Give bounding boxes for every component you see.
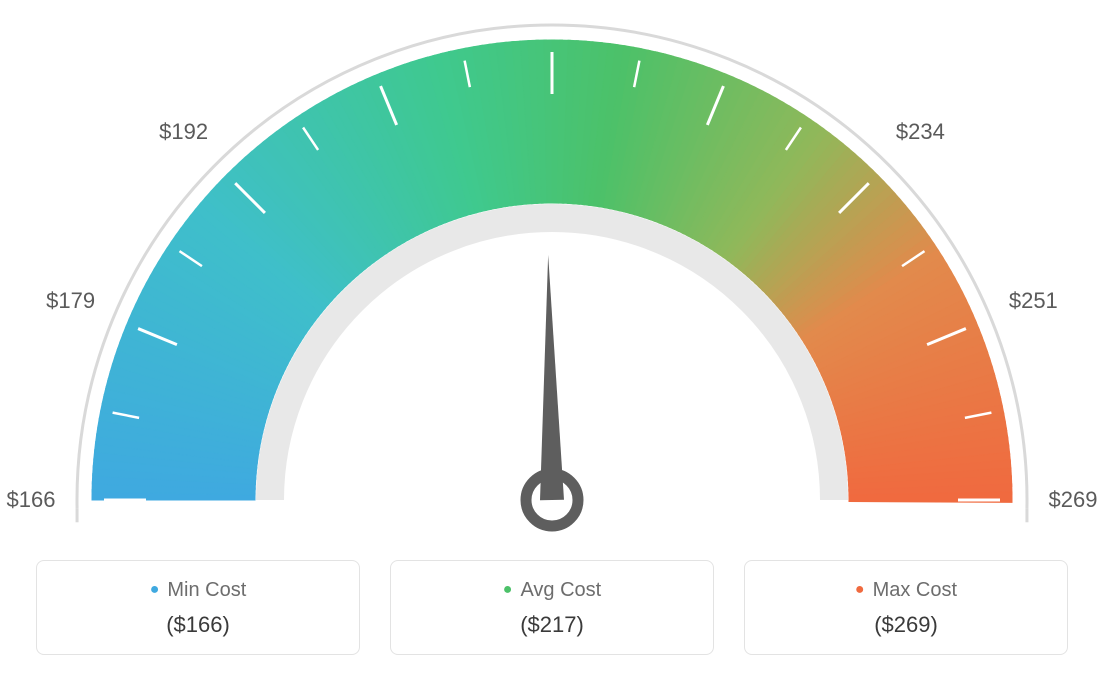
gauge-tick-label: $251	[1009, 288, 1058, 314]
gauge-chart: $166$179$192$217$234$251$269	[0, 0, 1104, 560]
legend-min-label: Min Cost	[47, 579, 349, 602]
gauge-tick-label: $234	[896, 119, 945, 145]
legend-max-label: Max Cost	[755, 579, 1057, 602]
legend-row: Min Cost ($166) Avg Cost ($217) Max Cost…	[0, 560, 1104, 681]
legend-card-avg: Avg Cost ($217)	[390, 560, 714, 655]
legend-avg-value: ($217)	[401, 612, 703, 638]
gauge-tick-label: $179	[46, 288, 95, 314]
legend-min-value: ($166)	[47, 612, 349, 638]
legend-avg-label: Avg Cost	[401, 579, 703, 602]
gauge-svg	[0, 0, 1104, 560]
gauge-tick-label: $192	[159, 119, 208, 145]
legend-max-value: ($269)	[755, 612, 1057, 638]
gauge-tick-label: $166	[7, 487, 56, 513]
legend-card-max: Max Cost ($269)	[744, 560, 1068, 655]
gauge-tick-label: $269	[1049, 487, 1098, 513]
legend-card-min: Min Cost ($166)	[36, 560, 360, 655]
